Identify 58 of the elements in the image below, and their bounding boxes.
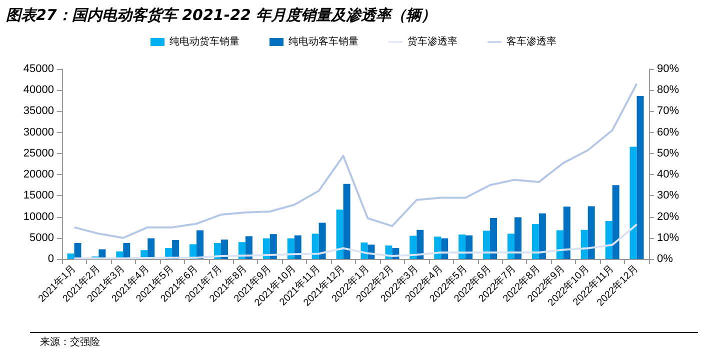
bar xyxy=(416,230,424,259)
y2-tick-label: 30% xyxy=(657,190,680,202)
y2-tick-label: 20% xyxy=(657,210,680,223)
bar xyxy=(612,185,620,259)
y-tick-label: 25000 xyxy=(23,147,54,160)
y2-tick-label: 90% xyxy=(657,63,680,75)
bar xyxy=(563,206,570,259)
y2-tick-label: 40% xyxy=(657,168,680,181)
line-series xyxy=(73,82,638,239)
y2-tick-label: 0% xyxy=(657,253,674,265)
bar xyxy=(410,236,417,259)
bar xyxy=(580,230,588,259)
bar xyxy=(270,234,277,259)
legend-label: 纯电动客车销量 xyxy=(288,36,358,48)
bar xyxy=(507,234,514,259)
y2-tick-label: 60% xyxy=(657,126,680,138)
y2-tick-label: 70% xyxy=(657,105,680,118)
y-tick-label: 40000 xyxy=(23,84,54,96)
bar xyxy=(336,210,344,259)
y-tick-label: 0 xyxy=(48,253,54,265)
bar xyxy=(74,242,82,259)
line-series xyxy=(73,223,638,260)
chart-title: 图表27：国内电动客货车 2021-22 年月度销量及渗透率（辆） xyxy=(6,6,436,25)
bar xyxy=(123,242,130,259)
source-note: 来源：交强险 xyxy=(40,336,100,348)
legend-label: 货车渗透率 xyxy=(408,36,458,48)
bar xyxy=(312,234,319,259)
y-tick-label: 45000 xyxy=(23,63,54,75)
y2-tick-label: 80% xyxy=(657,84,680,96)
legend-label: 客车渗透率 xyxy=(506,36,556,48)
y-tick-label: 5000 xyxy=(30,232,54,244)
bar xyxy=(318,222,326,259)
y-tick-label: 20000 xyxy=(23,168,54,181)
y-tick-label: 35000 xyxy=(23,105,54,118)
y-tick-label: 10000 xyxy=(23,210,54,223)
y2-tick-label: 10% xyxy=(657,232,680,244)
y-tick-label: 30000 xyxy=(23,126,54,138)
bar xyxy=(67,254,74,259)
bar xyxy=(514,217,522,259)
bar xyxy=(483,230,490,259)
bar xyxy=(434,236,442,259)
bar xyxy=(538,213,546,259)
bar xyxy=(605,221,612,259)
bar xyxy=(196,230,204,259)
bar xyxy=(245,236,252,259)
bar xyxy=(294,235,302,259)
bar xyxy=(630,146,637,259)
bar xyxy=(588,206,595,259)
bar xyxy=(532,224,539,259)
bar xyxy=(458,234,466,259)
y-tick-label: 15000 xyxy=(23,190,54,202)
y2-tick-label: 50% xyxy=(657,147,680,160)
bar xyxy=(466,235,473,259)
bar xyxy=(490,218,498,259)
bar xyxy=(343,184,350,259)
legend-label: 纯电动货车销量 xyxy=(170,36,240,48)
bar xyxy=(636,96,644,259)
bar xyxy=(556,230,564,259)
